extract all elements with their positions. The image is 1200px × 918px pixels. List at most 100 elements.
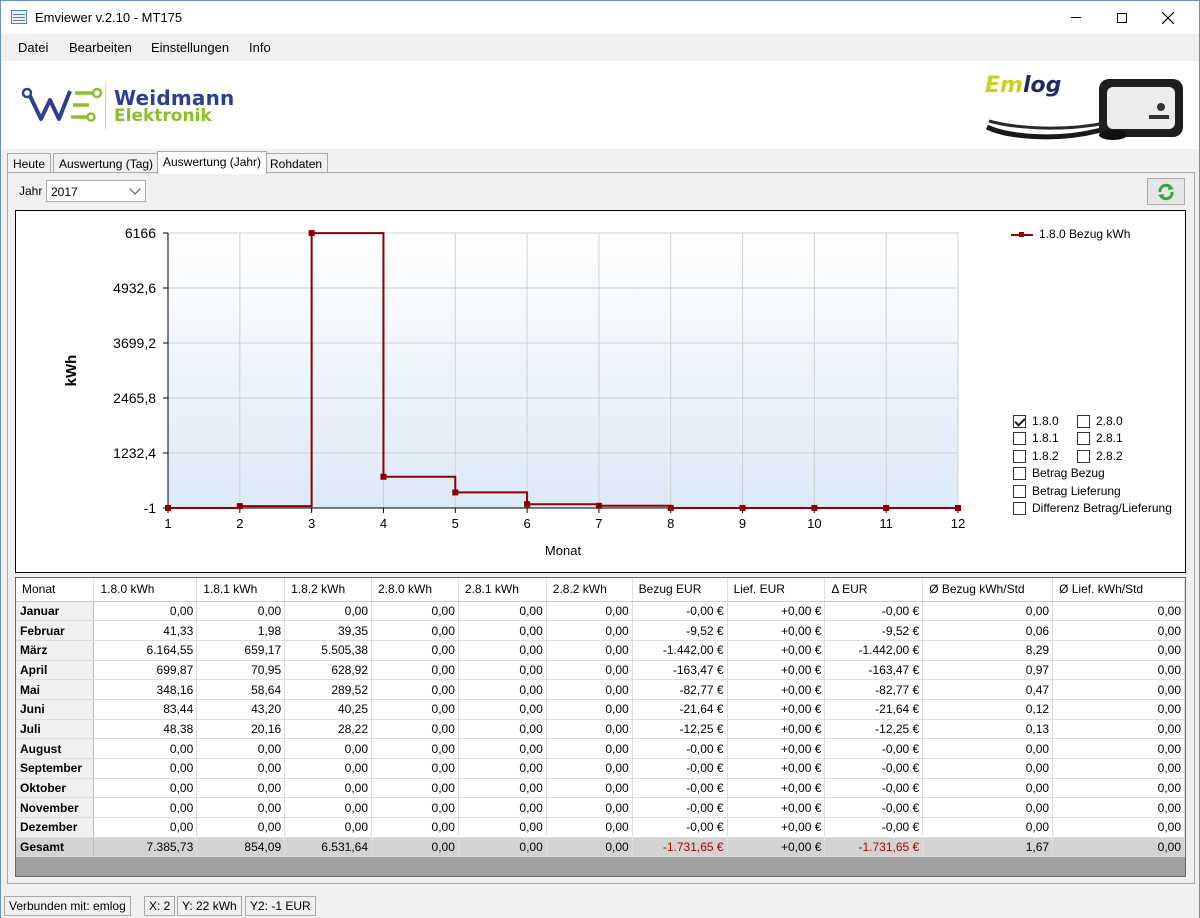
table-cell: 854,09 xyxy=(196,837,286,858)
tab-heute[interactable]: Heute xyxy=(7,153,52,173)
table-cell: 0,00 xyxy=(371,758,459,779)
row-header-cell: Juli xyxy=(16,719,95,740)
maximize-button[interactable] xyxy=(1099,1,1145,34)
table-cell: 0,00 xyxy=(458,837,547,858)
minimize-button[interactable] xyxy=(1053,1,1099,34)
close-icon xyxy=(1162,11,1174,24)
table-cell: 0,00 xyxy=(93,601,198,622)
table-cell: 0,00 xyxy=(196,758,286,779)
column-header[interactable]: 2.8.2 kWh xyxy=(546,578,633,602)
table-cell: 0,00 xyxy=(371,679,459,700)
table-cell: 0,00 xyxy=(1052,719,1185,740)
table-cell: 0,00 xyxy=(371,797,459,819)
chart-legend: 1.8.0 Bezug kWh xyxy=(1011,227,1130,241)
table-cell: 0,00 xyxy=(1052,679,1185,700)
table-cell: 0,00 xyxy=(458,699,547,720)
table-row[interactable]: Juni 83,44 43,20 40,25 0,00 0,00 0,00 -21,64 € +… xyxy=(16,699,1185,720)
menu-einstellungen[interactable]: Einstellungen xyxy=(151,40,230,55)
checkbox-1-8-2[interactable]: 1.8.2 xyxy=(1013,449,1059,463)
column-header[interactable]: 2.8.1 kWh xyxy=(458,578,547,602)
table-cell: 0,00 xyxy=(1052,601,1185,622)
refresh-button[interactable] xyxy=(1147,178,1185,205)
column-header[interactable]: Ø Lief. kWh/Std xyxy=(1052,578,1185,602)
x-tick-label: 3 xyxy=(308,516,315,531)
table-row[interactable]: November 0,00 0,00 0,00 0,00 0,00 0,00 -0,00 € +… xyxy=(16,797,1185,819)
table-cell: 0,00 xyxy=(1052,620,1185,641)
tab-auswertung-tag[interactable]: Auswertung (Tag) xyxy=(53,153,160,173)
table-cell: -0,00 € xyxy=(824,738,924,759)
year-chart: 1 2 3 4 5 6 7 8 9 10 11 12-11232,42465,83699,24932,… xyxy=(63,225,965,558)
table-total-row[interactable]: Gesamt 7.385,73 854,09 6.531,64 0,00 0,00 0,00… xyxy=(16,837,1185,858)
checkbox-box xyxy=(1013,449,1026,463)
table-row[interactable]: Februar 41,33 1,98 39,35 0,00 0,00 0,00 -9,52 €… xyxy=(16,620,1185,641)
table-row[interactable]: März 6.164,55 659,17 5.505,38 0,00 0,00 0,00 -1… xyxy=(16,640,1185,661)
checkbox-differenz[interactable]: Differenz Betrag/Lieferung xyxy=(1013,501,1172,515)
table-row[interactable]: Oktober 0,00 0,00 0,00 0,00 0,00 0,00 -0,00 € +0… xyxy=(16,778,1185,799)
table-row[interactable]: August 0,00 0,00 0,00 0,00 0,00 0,00 -0,00 € +0,… xyxy=(16,738,1185,759)
table-cell: 0,00 xyxy=(1052,778,1185,799)
table-cell: 20,16 xyxy=(196,719,286,740)
table-row[interactable]: September 0,00 0,00 0,00 0,00 0,00 0,00 -0,00 €… xyxy=(16,758,1185,779)
table-cell: 0,12 xyxy=(922,699,1054,720)
table-cell: 0,00 xyxy=(458,738,547,759)
year-select[interactable]: 2017 xyxy=(46,180,146,202)
table-cell: -12,25 € xyxy=(632,719,728,740)
column-header[interactable]: 1.8.2 kWh xyxy=(284,578,373,602)
table-cell: 39,35 xyxy=(284,620,373,641)
table-cell: 0,00 xyxy=(196,738,286,759)
checkbox-2-8-2[interactable]: 2.8.2 xyxy=(1077,449,1123,463)
checkbox-box xyxy=(1013,466,1026,480)
column-header[interactable]: Monat xyxy=(16,578,95,602)
table-cell: 0,06 xyxy=(922,620,1054,641)
table-row[interactable]: Januar 0,00 0,00 0,00 0,00 0,00 0,00 -0,00 € +0,… xyxy=(16,601,1185,622)
table-row[interactable]: Juli 48,38 20,16 28,22 0,00 0,00 0,00 -12,25 € +… xyxy=(16,719,1185,740)
maximize-icon xyxy=(1117,12,1127,23)
table-cell: 289,52 xyxy=(284,679,373,700)
table-cell: 0,00 xyxy=(371,738,459,759)
menu-bearbeiten[interactable]: Bearbeiten xyxy=(69,40,132,55)
tab-rohdaten[interactable]: Rohdaten xyxy=(264,153,329,173)
column-header[interactable]: 1.8.1 kWh xyxy=(196,578,286,602)
column-header[interactable]: Bezug EUR xyxy=(632,578,728,602)
column-header[interactable]: Ø Bezug kWh/Std xyxy=(922,578,1054,602)
checkbox-betrag-bezug[interactable]: Betrag Bezug xyxy=(1013,466,1105,480)
table-cell: 0,00 xyxy=(284,797,373,819)
table-cell: 5.505,38 xyxy=(284,640,373,661)
checkbox-1-8-1[interactable]: 1.8.1 xyxy=(1013,431,1059,445)
menu-info[interactable]: Info xyxy=(249,40,271,55)
column-header[interactable]: Δ EUR xyxy=(824,578,924,602)
table-cell: 6.531,64 xyxy=(284,837,373,858)
table-cell: -0,00 € xyxy=(632,758,728,779)
close-button[interactable] xyxy=(1145,1,1191,34)
tab-auswertung-jahr[interactable]: Auswertung (Jahr) xyxy=(157,151,268,174)
table-cell: 0,00 xyxy=(196,797,286,819)
data-table: Monat 1.8.0 kWh 1.8.1 kWh 1.8.2 kWh 2.8.0 kW… xyxy=(16,578,1185,858)
column-header[interactable]: Lief. EUR xyxy=(727,578,826,602)
table-row[interactable]: April 699,87 70,95 628,92 0,00 0,00 0,00 -163,4… xyxy=(16,660,1185,681)
logo-divider xyxy=(105,83,106,129)
table-row[interactable]: Mai 348,16 58,64 289,52 0,00 0,00 0,00 -82,77 €… xyxy=(16,679,1185,700)
data-point xyxy=(380,473,387,480)
menu-datei[interactable]: Datei xyxy=(18,40,49,55)
table-cell: 0,00 xyxy=(284,817,373,838)
table-cell: +0,00 € xyxy=(727,738,826,759)
table-cell: 0,00 xyxy=(922,817,1054,838)
table-cell: 0,00 xyxy=(458,640,547,661)
checkbox-2-8-0[interactable]: 2.8.0 xyxy=(1077,414,1123,428)
column-header[interactable]: 2.8.0 kWh xyxy=(371,578,459,602)
table-cell: -1.731,65 € xyxy=(632,837,728,858)
checkbox-1-8-0[interactable]: 1.8.0 xyxy=(1013,414,1059,428)
table-cell: 0,00 xyxy=(371,837,459,858)
checkbox-2-8-1[interactable]: 2.8.1 xyxy=(1077,431,1123,445)
row-header-cell: Dezember xyxy=(16,817,95,838)
row-header-cell: Mai xyxy=(16,679,95,700)
x-tick-label: 2 xyxy=(236,516,243,531)
table-cell: -1.731,65 € xyxy=(824,837,924,858)
column-header[interactable]: 1.8.0 kWh xyxy=(93,578,198,602)
table-cell: 0,00 xyxy=(1052,660,1185,681)
data-point xyxy=(308,230,315,237)
checkbox-betrag-lieferung[interactable]: Betrag Lieferung xyxy=(1013,484,1121,498)
table-row[interactable]: Dezember 0,00 0,00 0,00 0,00 0,00 0,00 -0,00 € +… xyxy=(16,817,1185,838)
table-cell: 0,00 xyxy=(371,620,459,641)
year-label: Jahr xyxy=(19,184,43,198)
